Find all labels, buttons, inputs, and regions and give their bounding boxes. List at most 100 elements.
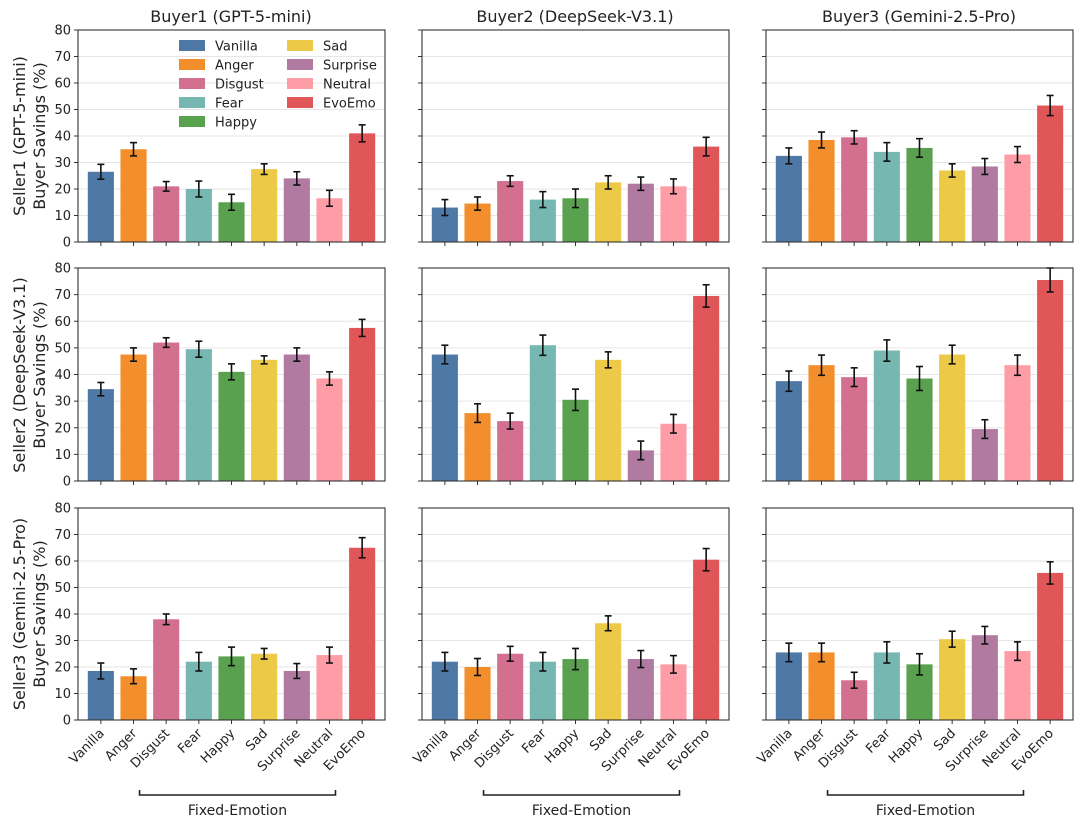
bar-surprise — [283, 354, 310, 481]
bar-neutral — [660, 186, 687, 242]
row-labels: Seller1 (GPT-5-mini) Buyer Savings (%) S… — [10, 56, 49, 710]
x-tick-label-happy: Happy — [542, 726, 582, 766]
axes-frame — [421, 507, 730, 721]
legend: Vanilla Anger Disgust Fear Happy Sad Surprise N… — [179, 40, 377, 131]
x-tick-label-vanilla: Vanilla — [67, 726, 108, 767]
panel-r3-c2 — [418, 507, 730, 724]
legend-label: Surprise — [323, 59, 377, 74]
column-titles: Buyer1 (GPT-5-mini) Buyer2 (DeepSeek-V3.… — [150, 7, 1016, 26]
x-tick-label-happy: Happy — [886, 726, 926, 766]
legend-label: EvoEmo — [323, 97, 376, 112]
legend-swatch — [179, 97, 205, 108]
legend-swatch — [287, 78, 313, 89]
bar-sad — [595, 182, 622, 242]
bar-disgust — [841, 377, 868, 481]
y-tick-label: 70 — [54, 528, 71, 543]
bar-evoemo — [349, 133, 376, 242]
bar-anger — [808, 652, 835, 720]
axes-frame — [421, 29, 730, 243]
y-tick-label: 20 — [54, 183, 71, 198]
legend-label: Anger — [215, 59, 254, 74]
panel-r1-c1: 0 10 20 30 40 50 60 70 80 — [54, 24, 386, 251]
x-tick-label-vanilla: Vanilla — [755, 726, 796, 767]
axes-frame — [77, 267, 386, 482]
legend-swatch — [179, 59, 205, 70]
y-tick-label: 30 — [54, 156, 71, 171]
bar-neutral — [1004, 651, 1031, 720]
panel-r1-c2 — [418, 29, 730, 246]
bar-evoemo — [693, 295, 720, 481]
bar-surprise — [971, 166, 998, 242]
bar-sad — [595, 359, 622, 481]
bar-sad — [251, 653, 278, 720]
row-label-seller2-ylabel: Buyer Savings (%) — [30, 301, 49, 448]
y-tick-label: 80 — [54, 262, 71, 277]
bracket-label: Fixed-Emotion — [876, 803, 975, 819]
bar-happy — [218, 656, 245, 720]
axes-frame — [77, 29, 386, 243]
bar-sad — [595, 623, 622, 720]
y-tick-label: 80 — [54, 24, 71, 39]
bar-neutral — [316, 378, 343, 481]
legend-item-fear: Fear — [179, 97, 244, 112]
bar-disgust — [497, 653, 524, 720]
row-label-seller3: Seller3 (Gemini-2.5-Pro) — [10, 518, 29, 710]
bar-anger — [808, 365, 835, 481]
bracket-label: Fixed-Emotion — [188, 803, 287, 819]
bar-disgust — [497, 181, 524, 242]
y-tick-label: 0 — [63, 475, 71, 490]
y-tick-label: 30 — [54, 634, 71, 649]
axes-frame — [765, 507, 1074, 721]
bar-sad — [939, 639, 966, 720]
bar-disgust — [153, 186, 180, 242]
y-tick-label: 60 — [54, 555, 71, 570]
legend-swatch — [179, 78, 205, 89]
panel-r3-c1: 0 10 20 30 40 50 60 70 80 — [54, 502, 386, 729]
y-tick-label: 30 — [54, 395, 71, 410]
bar-disgust — [497, 421, 524, 481]
y-tick-label: 20 — [54, 661, 71, 676]
legend-swatch — [287, 40, 313, 51]
bar-fear — [185, 349, 212, 481]
row-label-seller1-ylabel: Buyer Savings (%) — [30, 62, 49, 209]
legend-label: Happy — [215, 116, 257, 131]
legend-label: Vanilla — [215, 40, 258, 55]
bar-surprise — [627, 659, 654, 720]
axes-frame — [765, 267, 1074, 482]
legend-label: Sad — [323, 40, 347, 55]
panel-r2-c2 — [418, 267, 730, 485]
bar-evoemo — [693, 559, 720, 720]
column-title-buyer1: Buyer1 (GPT-5-mini) — [150, 7, 311, 26]
legend-swatch — [179, 116, 205, 127]
legend-item-sad: Sad — [287, 40, 347, 55]
axes-frame — [421, 267, 730, 482]
bar-happy — [218, 371, 245, 481]
y-tick-label: 50 — [54, 103, 71, 118]
bar-surprise — [971, 635, 998, 720]
legend-item-neutral: Neutral — [287, 78, 371, 93]
x-tick-label-vanilla: Vanilla — [411, 726, 452, 767]
bar-anger — [808, 139, 835, 242]
bar-disgust — [153, 342, 180, 481]
bar-fear — [185, 189, 212, 242]
bar-surprise — [283, 178, 310, 242]
row-label-seller1: Seller1 (GPT-5-mini) — [10, 56, 29, 216]
y-tick-label: 0 — [63, 236, 71, 251]
y-tick-label: 70 — [54, 288, 71, 303]
panel-r2-c3 — [762, 267, 1074, 485]
bar-happy — [906, 378, 933, 481]
bar-neutral — [1004, 154, 1031, 242]
axes-frame — [765, 29, 1074, 243]
panel-r1-c3 — [762, 29, 1074, 246]
x-tick-label-happy: Happy — [198, 726, 238, 766]
legend-item-evoemo: EvoEmo — [287, 97, 376, 112]
y-tick-label: 80 — [54, 502, 71, 517]
panel-r2-c1: 0 10 20 30 40 50 60 70 80 — [54, 262, 386, 490]
bar-vanilla — [87, 389, 114, 481]
y-tick-label: 50 — [54, 341, 71, 356]
y-tick-label: 20 — [54, 421, 71, 436]
y-tick-label: 10 — [54, 209, 71, 224]
x-tick-label-sad: Sad — [931, 726, 959, 754]
